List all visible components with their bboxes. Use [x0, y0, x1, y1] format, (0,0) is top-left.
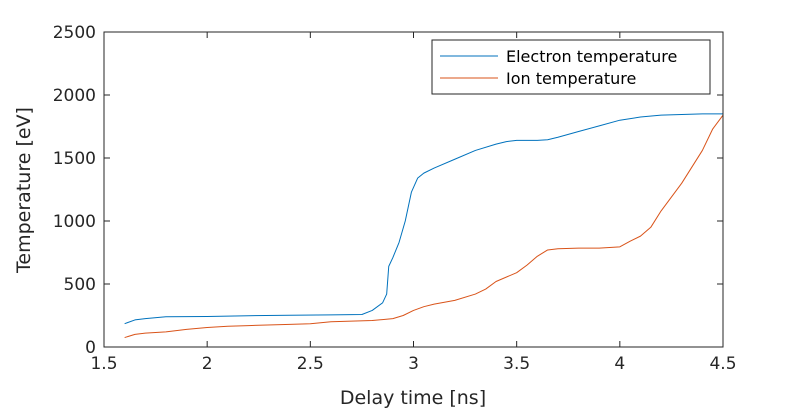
legend-label-electron: Electron temperature: [506, 47, 677, 66]
y-tick-label: 2000: [53, 86, 96, 106]
series-line-0: [124, 113, 723, 325]
legend-box: [431, 39, 711, 95]
x-tick-label: 2.5: [297, 354, 324, 374]
y-tick-label: 1000: [53, 212, 96, 232]
x-tick-label: 4.5: [709, 354, 736, 374]
series-line-1: [124, 114, 724, 339]
x-tick-label: 3.5: [503, 354, 530, 374]
x-axis-label: Delay time [ns]: [340, 387, 486, 409]
x-axis-ticks: 1.5 2 2.5 3 3.5 4 4.5: [90, 32, 737, 374]
x-tick-label: 3: [408, 354, 419, 374]
legend-label-ion: Ion temperature: [506, 69, 636, 88]
x-tick-label: 4: [614, 354, 625, 374]
y-tick-label: 1500: [53, 149, 96, 169]
x-tick-label: 1.5: [90, 354, 117, 374]
y-tick-label: 0: [85, 338, 96, 358]
x-tick-label: 2: [202, 354, 213, 374]
plot-lines: [124, 113, 724, 339]
y-axis-ticks: 0 500 1000 1500 2000 2500: [53, 23, 723, 358]
legend: Electron temperature Ion temperature: [431, 39, 711, 95]
y-tick-label: 500: [64, 275, 96, 295]
y-axis-label: Temperature [eV]: [13, 107, 35, 274]
y-tick-label: 2500: [53, 23, 96, 43]
